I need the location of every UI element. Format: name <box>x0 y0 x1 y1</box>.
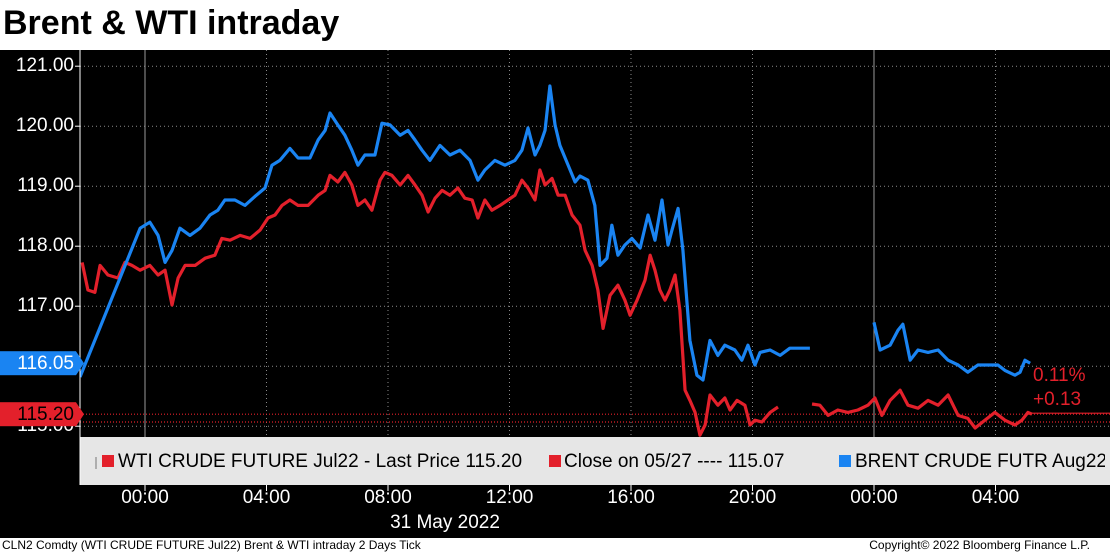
y-tick-label: 117.00 <box>17 295 74 316</box>
last-price-label: 115.20 <box>17 404 74 425</box>
y-tick-label: 118.00 <box>17 235 74 256</box>
last-price-tag-arrow <box>76 351 84 376</box>
y-tick-label: 121.00 <box>16 55 74 76</box>
x-tick-label: 00:00 <box>121 487 169 508</box>
last-price-tag <box>0 351 76 376</box>
axes: 115.00116.00117.00118.00119.00120.00121.… <box>0 55 1110 508</box>
series-line <box>80 84 1031 382</box>
last-price-tag-arrow <box>76 402 84 427</box>
x-tick-label: 12:00 <box>486 487 534 508</box>
x-tick-label: 08:00 <box>364 487 412 508</box>
legend-label: Close on 05/27 ---- 115.07 <box>564 451 784 472</box>
x-axis-label: 31 May 2022 <box>390 512 500 533</box>
x-tick-label: 00:00 <box>850 487 898 508</box>
chart-title: Brent & WTI intraday <box>3 4 339 42</box>
legend-label: BRENT CRUDE FUTR Aug22 - <box>855 451 1110 472</box>
x-tick-label: 04:00 <box>243 487 291 508</box>
x-tick-label: 16:00 <box>607 487 655 508</box>
plot <box>80 84 1110 437</box>
footer-background <box>0 538 1110 553</box>
footer-right: Copyright© 2022 Bloomberg Finance L.P. <box>869 538 1090 552</box>
y-tick-label: 119.00 <box>17 175 74 196</box>
footer-left: CLN2 Comdty (WTI CRUDE FUTURE Jul22) Bre… <box>2 538 422 552</box>
series-line <box>80 168 1033 437</box>
legend-swatch <box>839 455 851 467</box>
y-tick-label: 120.00 <box>16 115 74 136</box>
last-price-tag <box>0 402 76 427</box>
legend-swatch <box>549 455 561 467</box>
legend-background <box>80 437 1110 485</box>
last-price-label: 116.05 <box>17 353 74 374</box>
change-annotation: +0.13 <box>1033 389 1081 410</box>
change-annotation: 0.11% <box>1033 365 1086 386</box>
x-tick-label: 20:00 <box>729 487 777 508</box>
legend: WTI CRUDE FUTURE Jul22 - Last Price 115.… <box>95 451 1110 472</box>
legend-label: WTI CRUDE FUTURE Jul22 - Last Price 115.… <box>118 451 522 472</box>
x-tick-label: 04:00 <box>972 487 1020 508</box>
legend-swatch <box>102 455 114 467</box>
